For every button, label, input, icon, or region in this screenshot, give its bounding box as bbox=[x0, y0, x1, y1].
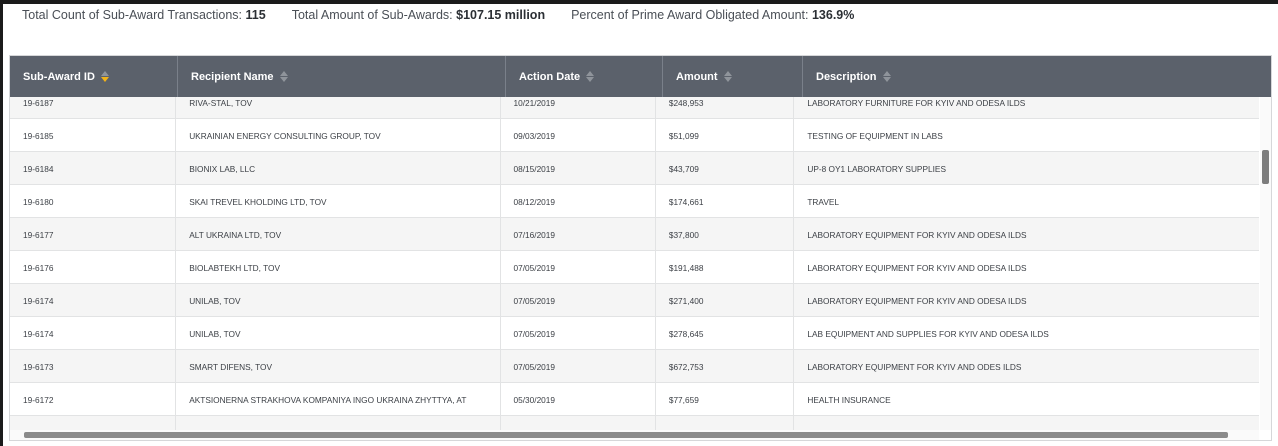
cell-amount: $271,400 bbox=[656, 284, 795, 317]
subawards-table: Sub-Award ID Recipient Name Action Date … bbox=[9, 55, 1272, 441]
header-action-date[interactable]: Action Date bbox=[506, 56, 663, 97]
cell-action-date: 05/30/2019 bbox=[501, 383, 656, 416]
cell-description: LABORATORY EQUIPMENT FOR KYIV AND ODESA … bbox=[807, 262, 1027, 273]
cell-action-date: 08/15/2019 bbox=[501, 152, 656, 185]
cell-recipient-name: SMART DIFENS, TOV bbox=[176, 350, 501, 383]
table-body: 19-6187 RIVA-STAL, TOV 10/21/2019 $248,953 L… bbox=[10, 97, 1259, 440]
cell-action-date: 07/05/2019 bbox=[501, 317, 656, 350]
table-row[interactable]: 19-6184 BIONIX LAB, LLC 08/15/2019 $43,709 U… bbox=[10, 152, 1259, 185]
table-row[interactable]: 19-6176 BIOLABTEKH LTD, TOV 07/05/2019 $191… bbox=[10, 251, 1259, 284]
cell-amount: $77,659 bbox=[656, 383, 795, 416]
summary-amount-value: $107.15 million bbox=[456, 8, 546, 22]
cell-action-date: 07/05/2019 bbox=[501, 251, 656, 284]
table-row[interactable]: 19-6172 AKTSIONERNA STRAKHOVA KOMPANIYA I… bbox=[10, 383, 1259, 416]
header-sub-award-id[interactable]: Sub-Award ID bbox=[10, 56, 178, 97]
header-description[interactable]: Description bbox=[803, 56, 1271, 97]
sort-icon[interactable] bbox=[586, 71, 595, 82]
cell-recipient-name bbox=[176, 416, 501, 440]
cell-amount bbox=[656, 416, 795, 440]
vertical-scrollbar[interactable] bbox=[1260, 97, 1271, 430]
cell-sub-award-id: 19-6176 bbox=[10, 251, 177, 284]
cell-amount: $43,709 bbox=[656, 152, 795, 185]
cell-description: LABORATORY EQUIPMENT FOR KYIV AND ODESA … bbox=[807, 295, 1027, 306]
table-row[interactable]: 19-6185 UKRAINIAN ENERGY CONSULTING GROUP… bbox=[10, 119, 1259, 152]
cell-action-date: 07/05/2019 bbox=[501, 350, 656, 383]
cell-sub-award-id: 19-6172 bbox=[10, 383, 177, 416]
cell-sub-award-id: 19-6185 bbox=[10, 119, 177, 152]
cell-sub-award-id bbox=[10, 416, 177, 440]
cell-description: LABORATORY FURNITURE FOR KYIV AND ODESA … bbox=[807, 97, 1026, 108]
summary-percent: Percent of Prime Award Obligated Amount:… bbox=[571, 8, 855, 22]
cell-description: LABORATORY EQUIPMENT FOR KYIV AND ODES I… bbox=[807, 361, 1022, 372]
summary-count-value: 115 bbox=[245, 8, 266, 22]
table-row[interactable]: 19-6177 ALT UKRAINA LTD, TOV 07/16/2019 $37… bbox=[10, 218, 1259, 251]
summary-count: Total Count of Sub-Award Transactions: 1… bbox=[22, 8, 266, 22]
cell-amount: $248,953 bbox=[656, 97, 795, 119]
sort-icon[interactable] bbox=[723, 71, 732, 82]
summary-bar: Total Count of Sub-Award Transactions: 1… bbox=[22, 8, 854, 24]
cell-recipient-name: AKTSIONERNA STRAKHOVA KOMPANIYA INGO UKR… bbox=[176, 383, 501, 416]
cell-sub-award-id: 19-6174 bbox=[10, 284, 177, 317]
cell-description: LAB EQUIPMENT AND SUPPLIES FOR KYIV AND … bbox=[807, 328, 1049, 339]
summary-amount: Total Amount of Sub-Awards: $107.15 mill… bbox=[291, 8, 546, 22]
cell-amount: $672,753 bbox=[656, 350, 795, 383]
cell-action-date bbox=[501, 416, 656, 440]
cell-action-date: 07/16/2019 bbox=[501, 218, 656, 251]
cell-recipient-name: UNILAB, TOV bbox=[176, 284, 501, 317]
cell-recipient-name: UKRAINIAN ENERGY CONSULTING GROUP, TOV bbox=[176, 119, 501, 152]
cell-recipient-name: RIVA-STAL, TOV bbox=[176, 97, 501, 119]
table-header: Sub-Award ID Recipient Name Action Date … bbox=[10, 56, 1271, 97]
cell-action-date: 09/03/2019 bbox=[501, 119, 656, 152]
header-recipient-name[interactable]: Recipient Name bbox=[178, 56, 506, 97]
cell-action-date: 07/05/2019 bbox=[501, 284, 656, 317]
cell-recipient-name: BIOLABTEKH LTD, TOV bbox=[176, 251, 501, 284]
left-border bbox=[0, 4, 3, 446]
table-row[interactable]: 19-6187 RIVA-STAL, TOV 10/21/2019 $248,953 L… bbox=[10, 97, 1259, 119]
summary-percent-value: 136.9% bbox=[811, 8, 855, 22]
cell-description: HEALTH INSURANCE bbox=[807, 394, 891, 405]
table-row[interactable]: 19-6174 UNILAB, TOV 07/05/2019 $278,645 LAB … bbox=[10, 317, 1259, 350]
table-row[interactable]: 19-6173 SMART DIFENS, TOV 07/05/2019 $672,7… bbox=[10, 350, 1259, 383]
cell-amount: $278,645 bbox=[656, 317, 795, 350]
cell-recipient-name: SKAI TREVEL KHOLDING LTD, TOV bbox=[176, 185, 501, 218]
vertical-scrollbar-thumb[interactable] bbox=[1262, 150, 1269, 184]
cell-recipient-name: UNILAB, TOV bbox=[176, 317, 501, 350]
cell-amount: $191,488 bbox=[656, 251, 795, 284]
top-border bbox=[0, 0, 1278, 4]
cell-recipient-name: ALT UKRAINA LTD, TOV bbox=[176, 218, 501, 251]
sort-icon[interactable] bbox=[100, 71, 109, 82]
cell-sub-award-id: 19-6184 bbox=[10, 152, 177, 185]
table-row[interactable]: 19-6174 UNILAB, TOV 07/05/2019 $271,400 LABO… bbox=[10, 284, 1259, 317]
table-row[interactable]: 19-6180 SKAI TREVEL KHOLDING LTD, TOV 08/1… bbox=[10, 185, 1259, 218]
cell-sub-award-id: 19-6177 bbox=[10, 218, 177, 251]
cell-action-date: 08/12/2019 bbox=[501, 185, 656, 218]
cell-sub-award-id: 19-6174 bbox=[10, 317, 177, 350]
cell-amount: $51,099 bbox=[656, 119, 795, 152]
cell-description: TESTING OF EQUIPMENT IN LABS bbox=[807, 130, 943, 141]
cell-sub-award-id: 19-6187 bbox=[10, 97, 177, 119]
cell-amount: $37,800 bbox=[656, 218, 795, 251]
header-amount[interactable]: Amount bbox=[663, 56, 803, 97]
cell-sub-award-id: 19-6173 bbox=[10, 350, 177, 383]
cell-description: TRAVEL bbox=[807, 196, 840, 207]
cell-description: UP-8 OY1 LABORATORY SUPPLIES bbox=[807, 163, 946, 174]
cell-description: LABORATORY EQUIPMENT FOR KYIV AND ODESA … bbox=[807, 229, 1027, 240]
cell-amount: $174,661 bbox=[656, 185, 795, 218]
sort-icon[interactable] bbox=[279, 71, 288, 82]
cell-action-date: 10/21/2019 bbox=[501, 97, 656, 119]
cell-sub-award-id: 19-6180 bbox=[10, 185, 177, 218]
sort-icon[interactable] bbox=[882, 71, 891, 82]
horizontal-scrollbar-thumb[interactable] bbox=[24, 432, 1228, 438]
cell-recipient-name: BIONIX LAB, LLC bbox=[176, 152, 501, 185]
